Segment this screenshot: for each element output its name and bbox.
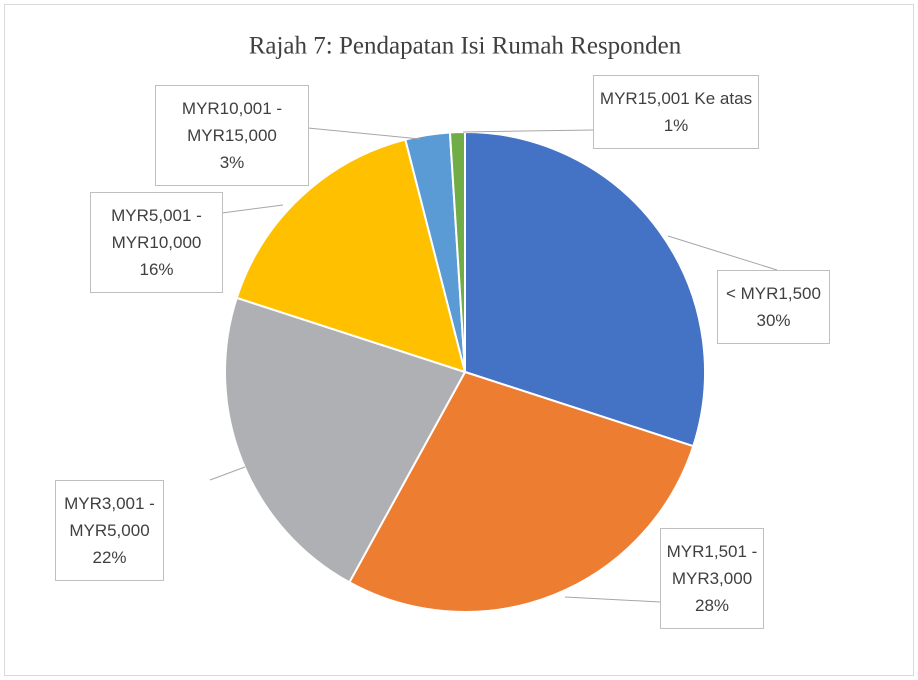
label-value: 1% xyxy=(663,116,689,135)
label-category: MYR15,001 Ke atas xyxy=(599,89,753,108)
leader-line xyxy=(667,235,778,271)
label-value: 28% xyxy=(694,596,730,615)
pie-slice xyxy=(348,370,695,613)
pie-slice xyxy=(235,138,467,374)
leader-line xyxy=(462,129,594,133)
data-label: MYR10,001 - MYR15,000 3% xyxy=(155,85,309,186)
leader-line xyxy=(221,204,284,214)
leader-line xyxy=(209,466,246,481)
data-label: < MYR1,500 30% xyxy=(717,270,830,344)
label-value: 16% xyxy=(139,260,174,279)
label-category: < MYR1,500 xyxy=(726,284,821,303)
label-value: 22% xyxy=(92,548,127,567)
pie-slice xyxy=(464,130,707,448)
leader-line xyxy=(307,127,421,140)
label-category: MYR1,501 - MYR3,000 xyxy=(666,542,758,588)
pie-slice xyxy=(224,296,467,584)
label-category: MYR3,001 - MYR5,000 xyxy=(64,494,155,540)
data-label: MYR15,001 Ke atas 1% xyxy=(593,75,759,149)
label-category: MYR10,001 - MYR15,000 xyxy=(181,99,283,145)
leader-line xyxy=(564,596,661,603)
label-value: 3% xyxy=(219,153,245,172)
chart-title: Rajah 7: Pendapatan Isi Rumah Responden xyxy=(249,33,682,60)
data-label: MYR5,001 - MYR10,000 16% xyxy=(90,192,223,293)
data-label: MYR3,001 - MYR5,000 22% xyxy=(55,480,164,581)
label-category: MYR5,001 - MYR10,000 xyxy=(111,206,202,252)
label-value: 30% xyxy=(756,311,791,330)
data-label: MYR1,501 - MYR3,000 28% xyxy=(660,528,764,629)
